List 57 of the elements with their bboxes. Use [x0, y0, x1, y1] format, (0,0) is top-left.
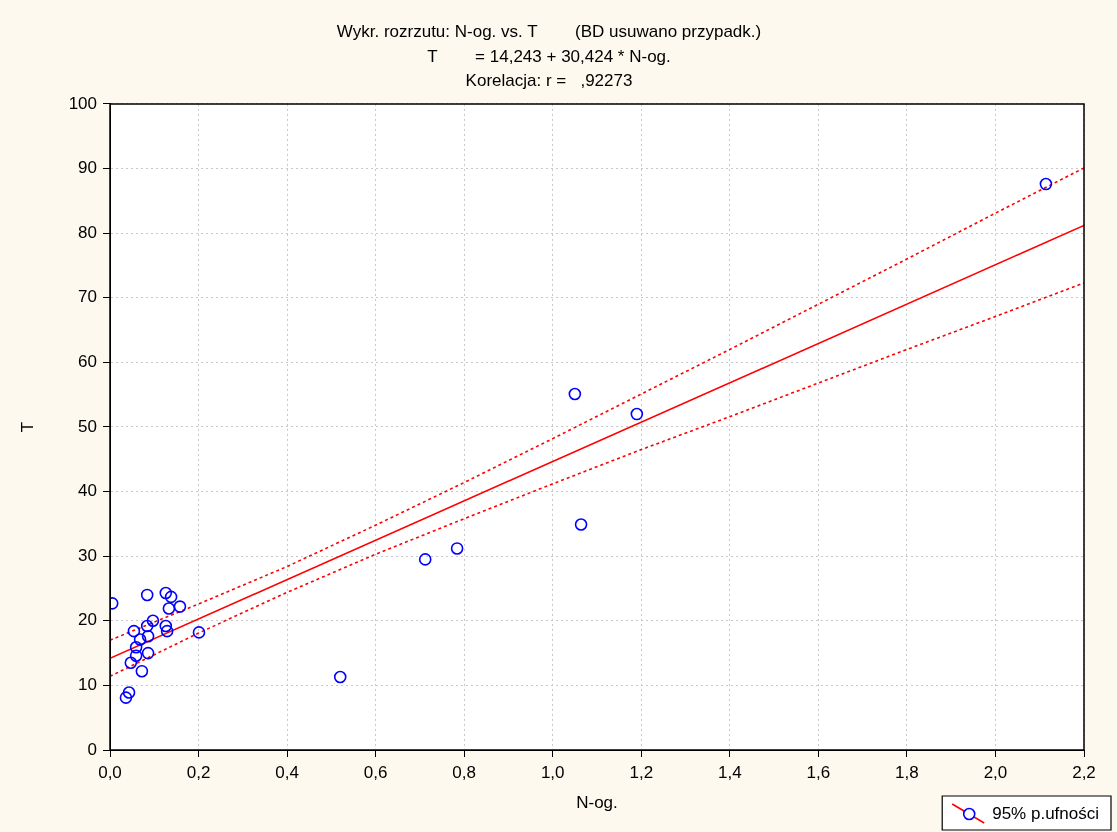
chart-subtitle: T = 14,243 + 30,424 * N-og.	[427, 46, 671, 66]
x-tick-label: 1,4	[718, 762, 742, 782]
point	[127, 624, 141, 638]
point	[574, 518, 588, 531]
point	[568, 387, 582, 401]
point	[124, 656, 138, 670]
point	[173, 600, 187, 613]
point	[146, 614, 160, 628]
point	[159, 619, 173, 633]
point	[164, 590, 178, 604]
point	[140, 619, 154, 633]
point	[133, 633, 147, 646]
y-tick-label: 80	[78, 222, 97, 242]
point	[450, 542, 464, 555]
chart-title: Wykr. rozrzutu: N-og. vs. T (BD usuwano przypadk.)	[336, 22, 762, 42]
point	[159, 586, 173, 600]
point	[141, 629, 155, 643]
y-tick-label: 70	[78, 287, 97, 307]
point	[630, 407, 644, 421]
x-tick-label: 1,2	[629, 762, 654, 782]
point	[192, 626, 206, 639]
line-series	[110, 167, 1084, 641]
point	[162, 602, 176, 615]
y-tick-label: 0	[87, 739, 97, 759]
y-tick-label: 100	[68, 93, 97, 113]
x-tick-label: 1,6	[806, 762, 831, 782]
point	[129, 649, 143, 662]
x-tick-label: 0,8	[452, 762, 476, 782]
x-axis-title: N-og.	[576, 793, 618, 813]
x-tick-label: 0,6	[363, 762, 388, 782]
point	[119, 691, 133, 704]
x-tick-label: 1,0	[540, 762, 565, 782]
y-tick-label: 40	[78, 481, 97, 501]
y-tick-label: 60	[78, 352, 97, 372]
point	[135, 664, 149, 678]
y-axis-title: T	[17, 421, 37, 433]
x-tick-label: 1,8	[895, 762, 919, 782]
x-tick-label: 2,2	[1072, 762, 1096, 782]
x-tick-label: 0,2	[186, 762, 211, 782]
y-tick-label: 50	[78, 416, 97, 436]
point	[160, 624, 174, 638]
legend-label: 95% p.ufności	[992, 803, 1100, 823]
y-tick-label: 20	[78, 610, 97, 630]
text: Korelacja: r = ,92273	[465, 71, 633, 91]
y-tick-label: 10	[78, 675, 97, 695]
point	[129, 640, 143, 654]
x-tick-label: 0,0	[98, 762, 122, 782]
point	[418, 553, 432, 566]
point	[141, 646, 155, 660]
point	[1039, 177, 1053, 191]
point	[122, 686, 136, 699]
x-tick-label: 0,4	[275, 762, 299, 782]
point	[333, 670, 347, 684]
y-tick-label: 30	[78, 545, 97, 565]
x-tick-label: 2,0	[983, 762, 1008, 782]
point	[140, 588, 154, 602]
y-tick-label: 90	[78, 158, 97, 178]
